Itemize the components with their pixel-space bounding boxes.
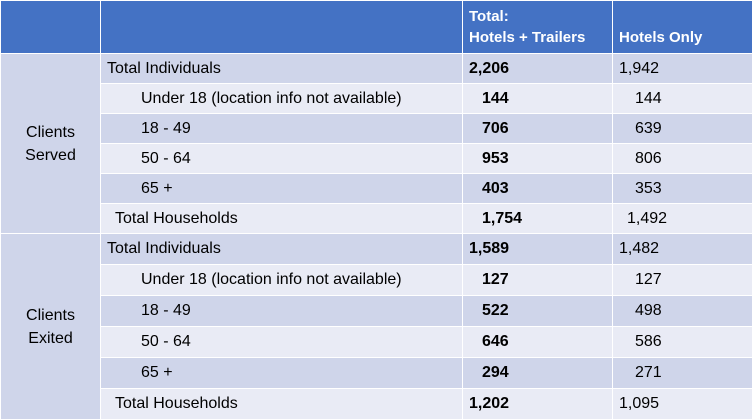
hotels-value: 353 bbox=[612, 173, 752, 204]
total-value: 1,202 bbox=[462, 388, 613, 420]
header-total-line2: Hotels + Trailers bbox=[469, 29, 586, 46]
total-value: 1,589 bbox=[462, 233, 613, 265]
row-label: 18 - 49 bbox=[100, 113, 463, 144]
total-value: 1,754 bbox=[462, 203, 613, 234]
hotels-value: 1,492 bbox=[612, 203, 752, 234]
group-line1: Clients bbox=[26, 306, 75, 324]
row-label: 65 + bbox=[100, 173, 463, 204]
total-value: 127 bbox=[462, 264, 613, 296]
row-label: 65 + bbox=[100, 357, 463, 389]
row-label: Total Households bbox=[100, 388, 463, 420]
table-row: 50 - 64 953 806 bbox=[1, 143, 752, 174]
total-value: 2,206 bbox=[462, 53, 613, 84]
hotels-value: 586 bbox=[612, 326, 752, 358]
table-row: Total Households 1,202 1,095 bbox=[1, 388, 752, 420]
hotels-value: 271 bbox=[612, 357, 752, 389]
hotels-value: 639 bbox=[612, 113, 752, 144]
header-hotels-only: Hotels Only bbox=[612, 0, 752, 54]
table-row: 50 - 64 646 586 bbox=[1, 326, 752, 358]
group-clients-served: Clients Served bbox=[0, 53, 101, 234]
total-value: 144 bbox=[462, 83, 613, 114]
total-value: 646 bbox=[462, 326, 613, 358]
hotels-value: 1,095 bbox=[612, 388, 752, 420]
header-total-hotels-trailers: Total: Hotels + Trailers bbox=[462, 0, 613, 54]
group-line2: Served bbox=[25, 146, 76, 164]
total-value: 403 bbox=[462, 173, 613, 204]
table-row: Clients Exited Total Individuals 1,589 1,… bbox=[0, 233, 752, 420]
hotels-value: 1,482 bbox=[612, 233, 752, 265]
header-total-line1: Total: bbox=[469, 8, 509, 25]
row-label: Total Households bbox=[100, 203, 463, 234]
group-line1: Clients bbox=[26, 123, 75, 141]
total-value: 953 bbox=[462, 143, 613, 174]
row-label: 18 - 49 bbox=[100, 295, 463, 327]
table-row: 18 - 49 522 498 bbox=[1, 295, 752, 327]
row-label: Total Individuals bbox=[100, 53, 463, 84]
table-row: Clients Served Total Individuals 2,206 1,… bbox=[0, 53, 752, 234]
row-label: Under 18 (location info not available) bbox=[100, 264, 463, 296]
hotels-value: 806 bbox=[612, 143, 752, 174]
row-label: Total Individuals bbox=[100, 233, 463, 265]
hotels-value: 127 bbox=[612, 264, 752, 296]
header-blank-cell bbox=[100, 0, 463, 54]
table-row: Total Households 1,754 1,492 bbox=[1, 203, 752, 234]
row-label: 50 - 64 bbox=[100, 143, 463, 174]
total-value: 294 bbox=[462, 357, 613, 389]
total-value: 706 bbox=[462, 113, 613, 144]
hotels-value: 144 bbox=[612, 83, 752, 114]
table-row: Under 18 (location info not available) 1… bbox=[1, 83, 752, 114]
row-label: Under 18 (location info not available) bbox=[100, 83, 463, 114]
hotels-value: 498 bbox=[612, 295, 752, 327]
hotels-value: 1,942 bbox=[612, 53, 752, 84]
header-row: Total: Hotels + Trailers Hotels Only bbox=[0, 0, 752, 54]
table-row: 18 - 49 706 639 bbox=[1, 113, 752, 144]
total-value: 522 bbox=[462, 295, 613, 327]
group-clients-exited: Clients Exited bbox=[0, 233, 101, 420]
group-line2: Exited bbox=[28, 329, 73, 347]
table-row: 65 + 294 271 bbox=[1, 357, 752, 389]
table-row: Under 18 (location info not available) 1… bbox=[1, 264, 752, 296]
row-label: 50 - 64 bbox=[100, 326, 463, 358]
table-row: 65 + 403 353 bbox=[1, 173, 752, 204]
header-blank-cell bbox=[0, 0, 101, 54]
